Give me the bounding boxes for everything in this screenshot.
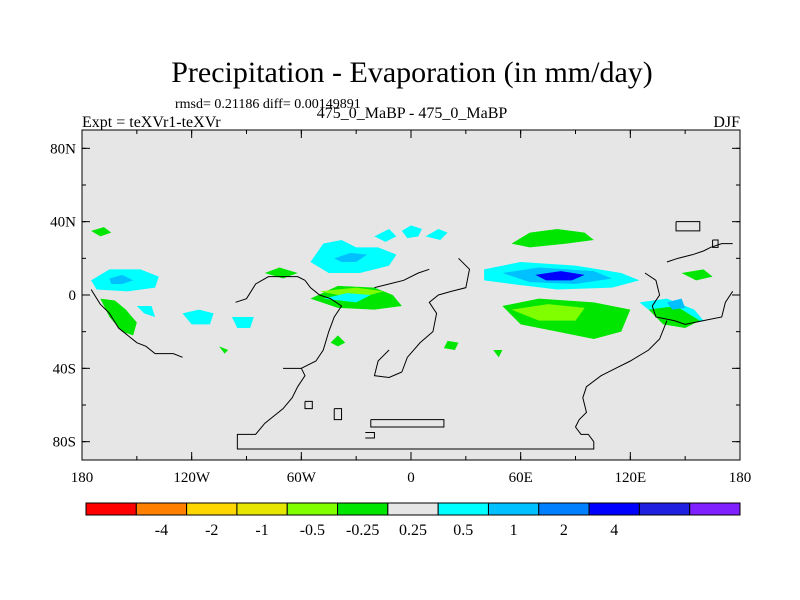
x-tick-label: 60W (287, 470, 317, 486)
colorbar-swatch (337, 502, 389, 516)
region-io-darkblue (535, 271, 585, 281)
x-tick-label: 180 (729, 470, 752, 486)
region-cyan-small-mid (374, 229, 397, 242)
region-io-green-s2 (511, 304, 585, 321)
x-tick-label: 60E (509, 470, 533, 486)
x-tick-label: 120E (614, 470, 646, 486)
outline-antarctica-east (574, 320, 668, 442)
region-atlantic-blue (334, 252, 368, 262)
colorbar-swatch (387, 502, 439, 516)
region-s-green-small2 (493, 350, 503, 358)
outline-small-island-4 (365, 432, 375, 439)
colorbar-label: 2 (560, 522, 568, 539)
colorbar-label: 1 (510, 522, 518, 539)
colorbar-swatch (286, 502, 339, 516)
colorbar-swatch (487, 502, 540, 516)
map-background (82, 130, 740, 460)
colorbar: -4 -2 -1 -0.5 -0.25 0.25 0.5 1 2 4 (85, 502, 741, 539)
outline-small-island-1 (304, 400, 313, 410)
region-sw-pacific-cyan (136, 306, 156, 317)
outline-asia-north (666, 243, 733, 263)
colorbar-label: -4 (155, 522, 168, 539)
colorbar-swatch (588, 502, 640, 516)
outline-asia-coast (644, 272, 734, 325)
colorbar-swatch (689, 502, 741, 516)
colorbar-label: -2 (205, 522, 218, 539)
colorbar-swatch (538, 502, 590, 516)
stats-label: rmsd= 0.21186 diff= 0.00149891 (175, 97, 361, 112)
outline-africa-west (373, 349, 403, 379)
colorbar-label: -0.25 (346, 522, 379, 539)
region-n-atlantic-cyan (401, 225, 422, 239)
region-sw-pacific-green (100, 298, 137, 336)
region-e-pac-blue-small (666, 298, 686, 310)
region-s-pacific-cyan (182, 309, 214, 325)
x-axis: 180 120W 60W 0 60E 120E 180 (71, 130, 752, 486)
outline-small-island-2 (333, 408, 343, 421)
region-central-green-small (219, 346, 229, 354)
colorbar-swatch (186, 502, 238, 516)
outline-ne-box (712, 239, 719, 248)
outline-central-america (235, 276, 306, 303)
colorbar-swatch (437, 502, 489, 516)
region-s-green-small (443, 340, 459, 350)
colorbar-label: 4 (610, 522, 618, 539)
outline-north-africa (374, 268, 430, 289)
region-nw-pacific-green (91, 227, 112, 237)
y-tick-label: 80S (53, 435, 76, 451)
region-atlantic-cyan-sub (323, 293, 371, 303)
colorbar-swatch (236, 502, 288, 516)
region-atlantic-green-sub (319, 287, 384, 299)
experiment-label: Expt = teXVr1-teXVr (82, 114, 221, 131)
outline-africa (401, 257, 471, 373)
outline-small-island-3 (370, 419, 445, 428)
region-s-pacific-cyan-2 (231, 317, 254, 328)
outline-south-america (301, 280, 343, 369)
colorbar-swatch (638, 502, 691, 516)
plot-area (81, 129, 741, 461)
region-n-io-green (511, 229, 594, 248)
chart-title: Precipitation - Evaporation (in mm/day) (171, 56, 653, 89)
colorbar-label: 0.25 (399, 522, 427, 539)
colorbar-label: -1 (255, 522, 268, 539)
outline-japan-box (675, 221, 701, 232)
x-tick-label: 180 (71, 470, 94, 486)
outline-antarctica-base (236, 441, 595, 450)
y-tick-label: 0 (69, 288, 77, 304)
region-trop-pacific-west-blue (109, 274, 134, 284)
region-pacific-green-strip (264, 267, 298, 279)
region-n-pac-cyan-small (425, 229, 448, 240)
x-tick-label: 120W (173, 470, 211, 486)
colorbar-swatch (135, 502, 188, 516)
outline-america-west-coast (90, 289, 183, 358)
region-ne-pac-green (681, 269, 713, 281)
period-label: 475_0_MaBP - 475_0_MaBP (317, 105, 508, 122)
region-central-green-small2 (330, 335, 346, 347)
region-e-pac-green (648, 306, 700, 328)
x-tick-label: 0 (407, 470, 415, 486)
y-axis: 80N 40N 0 40S 80S (50, 141, 740, 451)
y-tick-label: 40N (50, 215, 76, 231)
y-tick-label: 40S (53, 361, 76, 377)
y-tick-label: 80N (50, 141, 76, 157)
season-label: DJF (713, 114, 740, 131)
colorbar-label: -0.5 (300, 522, 325, 539)
colorbar-swatch (85, 502, 137, 516)
outline-antarctica (236, 367, 306, 442)
colorbar-label: 0.5 (453, 522, 473, 539)
